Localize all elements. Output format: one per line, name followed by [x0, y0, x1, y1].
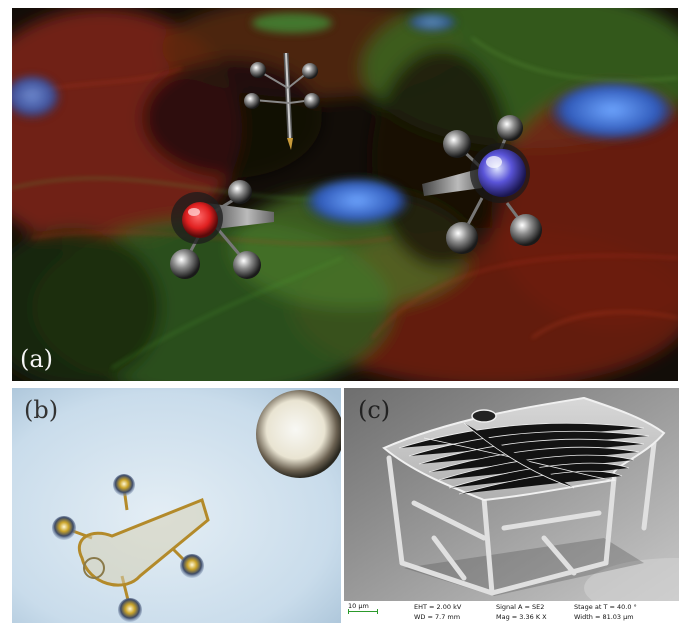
scale-bar [348, 609, 378, 615]
panel-label-a: (a) [20, 345, 54, 373]
microrobot-red [170, 180, 274, 279]
cell-scene-illustration [12, 8, 678, 381]
microrobot-small [244, 52, 320, 150]
panel-a-cell-render: (a) [12, 8, 678, 381]
panel-label-b: (b) [24, 396, 59, 424]
optical-micrograph-image [12, 388, 341, 623]
panel-label-c: (c) [358, 396, 391, 424]
sem-structure-legs [386, 440, 657, 596]
microrobot-blue [422, 115, 542, 254]
panel-c-sem-image: (c) 10 µm EHT = 2.00 kV WD = 7.7 mm Sign… [344, 388, 679, 623]
fabricated-microrobot [52, 474, 210, 622]
sem-wd: WD = 7.7 mm [414, 613, 461, 621]
sem-stage: Stage at T = 40.0 ° [574, 603, 637, 611]
sem-mag: Mag = 3.36 K X [496, 613, 547, 621]
scale-bar-label: 10 µm [348, 602, 369, 610]
sem-width: Width = 81.03 µm [574, 613, 634, 621]
panel-b-optical-micrograph: (b) [12, 388, 341, 623]
sem-eht: EHT = 2.00 kV [414, 603, 462, 611]
sem-info-bar: 10 µm EHT = 2.00 kV WD = 7.7 mm Signal A… [344, 601, 679, 623]
sem-signal: Signal A = SE2 [496, 603, 545, 611]
sem-micrograph-image [344, 388, 679, 601]
sem-structure-roof [382, 396, 666, 502]
